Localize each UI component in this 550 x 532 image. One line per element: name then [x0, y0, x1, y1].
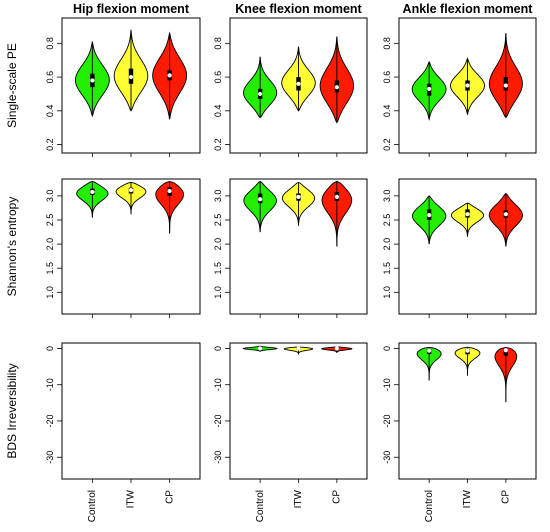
panel-r2-c2: -30 -20 -10 0 — [382, 342, 537, 483]
violin-median-dot — [167, 73, 172, 78]
violin-median-dot — [167, 188, 172, 194]
y-tick-label: -10 — [45, 378, 55, 391]
y-tick-label: 2.5 — [45, 214, 55, 227]
y-tick-label: 0.2 — [45, 138, 55, 151]
y-tick-label: 1.0 — [213, 286, 223, 299]
violin-median-dot — [427, 86, 432, 91]
category-label: CP — [164, 490, 175, 504]
violin-median-dot — [258, 346, 263, 351]
y-tick-label: -10 — [382, 378, 392, 391]
y-tick-label: -10 — [213, 378, 223, 391]
y-tick-label: 1.5 — [382, 262, 392, 275]
y-tick-label: 0.6 — [45, 71, 55, 84]
panel-r2-c1: -30 -20 -10 0 — [213, 342, 368, 483]
y-tick-label: -20 — [45, 414, 55, 427]
category-label: CP — [332, 490, 343, 504]
violin-median-dot — [128, 187, 134, 193]
panel-frame — [61, 342, 201, 480]
category-label: ITW — [462, 489, 473, 508]
violin-median-dot — [465, 83, 470, 88]
y-tick-label: 2.0 — [213, 238, 223, 251]
y-tick-label: 2.0 — [382, 238, 392, 251]
y-tick-label: 2.0 — [45, 238, 55, 251]
violin-median-dot — [503, 212, 508, 217]
y-tick-label: 3.0 — [213, 190, 223, 203]
y-tick-label: 0.2 — [382, 138, 392, 151]
y-tick-label: 0.8 — [382, 37, 392, 50]
row-title: Shannon's entropy — [5, 197, 19, 297]
panel-r0-c0: 0.2 0.4 0.6 0.8 — [45, 17, 201, 157]
y-tick-label: -30 — [382, 451, 392, 464]
panel-r0-c2: 0.2 0.4 0.6 0.8 — [382, 17, 537, 157]
y-tick-label: -20 — [382, 414, 392, 427]
y-tick-label: 1.0 — [382, 286, 392, 299]
y-tick-label: 1.0 — [45, 286, 55, 299]
violin-median-dot — [258, 197, 263, 202]
category-label: Control — [87, 490, 98, 522]
violin-median-dot — [503, 83, 508, 88]
y-tick-label: 0.4 — [382, 105, 392, 118]
violin-median-dot — [258, 91, 263, 97]
y-tick-label: -30 — [45, 451, 55, 464]
y-tick-label: 2.5 — [213, 214, 223, 227]
violin-median-dot — [334, 194, 339, 199]
violin-median-dot — [296, 81, 301, 86]
violin-median-dot — [296, 346, 301, 351]
panel-r1-c1: 1.0 1.5 2.0 2.5 3.0 — [213, 178, 368, 318]
y-tick-label: 0 — [45, 346, 55, 351]
category-label: Control — [255, 490, 266, 522]
y-tick-label: 0 — [213, 346, 223, 351]
category-label: Control — [424, 490, 435, 522]
y-tick-label: 0.4 — [213, 105, 223, 118]
y-tick-label: 0.2 — [213, 138, 223, 151]
panel-r0-c1: 0.2 0.4 0.6 0.8 — [213, 17, 368, 157]
violin-median-dot — [296, 194, 301, 199]
column-title: Hip flexion moment — [73, 2, 190, 16]
y-tick-label: 1.5 — [213, 262, 223, 275]
panel-r1-c0: 1.0 1.5 2.0 2.5 3.0 — [45, 178, 201, 318]
panel-frame — [229, 342, 368, 480]
y-tick-label: 1.5 — [45, 262, 55, 275]
category-label: ITW — [126, 489, 137, 508]
y-tick-label: 3.0 — [382, 190, 392, 203]
category-label: ITW — [293, 489, 304, 508]
column-title: Ankle flexion moment — [403, 2, 534, 16]
row-title: Single-scale PE — [5, 43, 19, 128]
violin-median-dot — [90, 78, 95, 83]
violin-median-dot — [334, 346, 339, 351]
violin-median-dot — [128, 74, 134, 80]
y-tick-label: -30 — [213, 451, 223, 464]
violin-median-dot — [465, 212, 470, 217]
column-title: Knee flexion moment — [235, 2, 362, 16]
y-tick-label: 0.8 — [45, 37, 55, 50]
violin-median-dot — [465, 348, 470, 353]
panel-frame — [398, 178, 537, 315]
violin-median-dot — [503, 348, 508, 353]
violin-median-dot — [90, 189, 95, 195]
panel-r2-c0: -30 -20 -10 0 — [45, 342, 201, 483]
y-tick-label: -20 — [213, 414, 223, 427]
y-tick-label: 3.0 — [45, 190, 55, 203]
y-tick-label: 0.6 — [382, 71, 392, 84]
y-tick-label: 0.6 — [213, 71, 223, 84]
row-title: BDS Irreversibility — [5, 363, 19, 458]
category-label: CP — [501, 490, 512, 504]
y-tick-label: 0.4 — [45, 105, 55, 118]
y-tick-label: 0.8 — [213, 37, 223, 50]
violin-median-dot — [427, 348, 432, 353]
panel-r1-c2: 1.0 1.5 2.0 2.5 3.0 — [382, 178, 537, 318]
y-tick-label: 0 — [382, 346, 392, 351]
violin-median-dot — [334, 85, 339, 90]
y-tick-label: 2.5 — [382, 214, 392, 227]
violin-median-dot — [427, 213, 432, 218]
